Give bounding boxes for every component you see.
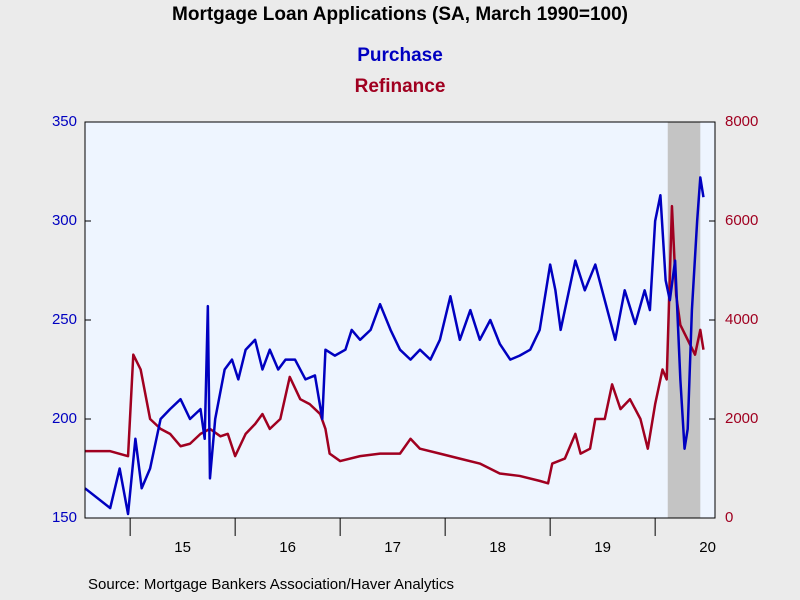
x-tick-label: 19 bbox=[594, 539, 611, 556]
plot-area bbox=[85, 122, 715, 518]
legend-entry: Refinance bbox=[355, 76, 446, 97]
x-tick-label: 16 bbox=[279, 539, 296, 556]
y-tick-label: 150 bbox=[52, 509, 77, 526]
series-line bbox=[85, 204, 705, 485]
x-tick-label: 20 bbox=[699, 539, 716, 556]
recession-shading bbox=[667, 122, 701, 518]
legend-entry: Purchase bbox=[357, 45, 443, 66]
y-tick-label: 300 bbox=[52, 212, 77, 229]
plot-frame bbox=[84, 121, 716, 519]
y2-tick-label: 6000 bbox=[725, 212, 758, 229]
y-tick-label: 350 bbox=[52, 113, 77, 130]
source-note: Source: Mortgage Bankers Association/Hav… bbox=[88, 576, 454, 593]
y2-tick-label: 0 bbox=[725, 509, 733, 526]
x-tick-label: 15 bbox=[174, 539, 191, 556]
y2-tick-label: 4000 bbox=[725, 311, 758, 328]
chart-title: Mortgage Loan Applications (SA, March 19… bbox=[172, 4, 628, 25]
x-tick-label: 18 bbox=[489, 539, 506, 556]
y-tick-label: 250 bbox=[52, 311, 77, 328]
y-tick-label: 200 bbox=[52, 410, 77, 427]
series-line bbox=[84, 176, 705, 516]
x-tick-label: 17 bbox=[384, 539, 401, 556]
y2-tick-label: 2000 bbox=[725, 410, 758, 427]
y2-tick-label: 8000 bbox=[725, 113, 758, 130]
